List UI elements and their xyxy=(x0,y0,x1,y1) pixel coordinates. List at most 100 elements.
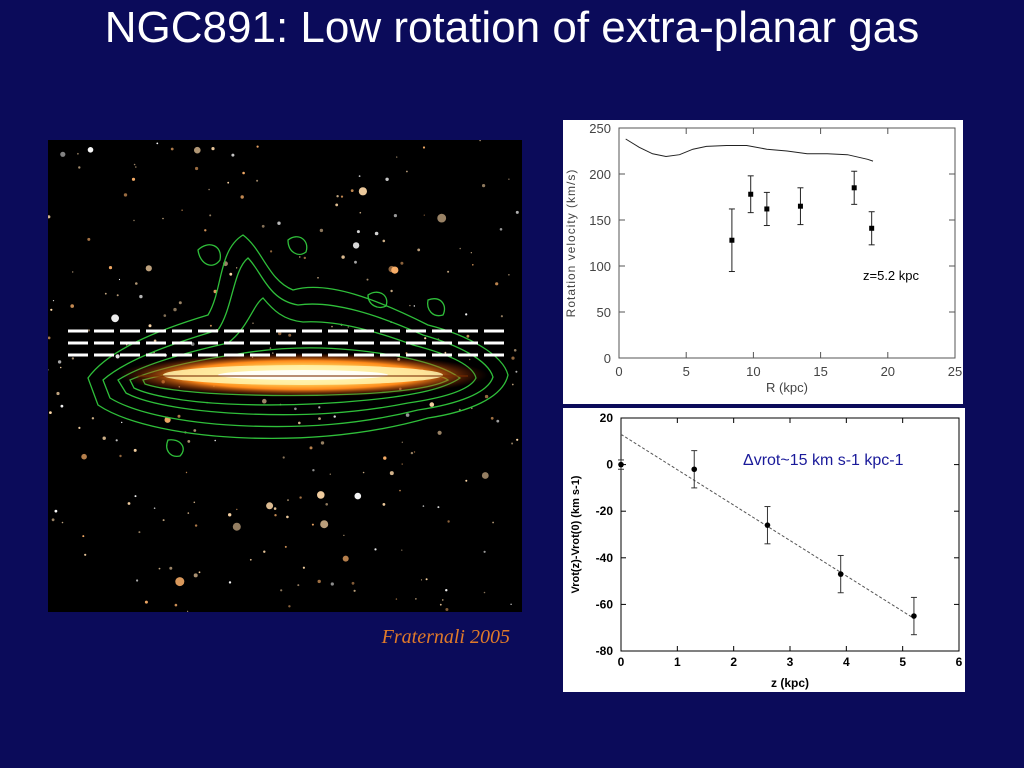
star xyxy=(47,369,49,371)
star xyxy=(444,351,447,354)
star xyxy=(342,555,349,562)
star xyxy=(256,145,259,148)
star xyxy=(54,509,58,513)
y-tick-label: 200 xyxy=(589,167,611,182)
data-point xyxy=(764,522,771,528)
star xyxy=(515,370,518,373)
star xyxy=(303,256,306,260)
star xyxy=(214,439,216,442)
star xyxy=(329,473,331,475)
star xyxy=(511,442,514,445)
star xyxy=(262,398,267,404)
star xyxy=(284,545,287,548)
star xyxy=(133,163,136,166)
star xyxy=(511,383,514,386)
star xyxy=(354,492,362,500)
star xyxy=(153,507,156,510)
star xyxy=(471,407,473,410)
star xyxy=(82,535,85,538)
star xyxy=(229,272,233,276)
star xyxy=(330,582,334,586)
star xyxy=(277,221,281,225)
x-tick-label: 1 xyxy=(674,655,681,669)
star xyxy=(389,471,394,476)
star xyxy=(249,558,252,561)
star xyxy=(134,495,137,498)
star xyxy=(366,278,369,281)
star xyxy=(442,599,444,601)
star xyxy=(178,301,182,305)
star xyxy=(60,404,64,408)
y-tick-label: 0 xyxy=(606,458,613,472)
star xyxy=(78,426,81,429)
star xyxy=(500,315,503,318)
star xyxy=(187,440,191,443)
star xyxy=(84,553,87,556)
star xyxy=(288,333,292,337)
star xyxy=(470,252,472,254)
star xyxy=(123,193,128,197)
star xyxy=(341,255,345,259)
star xyxy=(52,300,55,302)
star xyxy=(499,228,503,231)
y-axis-label: Vrot(z)-Vrot(0) (km s-1) xyxy=(570,475,582,593)
star xyxy=(139,294,143,299)
slide-title: NGC891: Low rotation of extra-planar gas xyxy=(104,3,920,52)
star xyxy=(47,336,51,340)
star xyxy=(228,581,232,584)
star xyxy=(135,166,137,168)
star xyxy=(288,605,291,608)
y-tick-label: -60 xyxy=(596,597,614,611)
star xyxy=(242,171,245,175)
galaxy-image xyxy=(47,139,522,612)
star xyxy=(422,146,426,149)
y-tick-label: 250 xyxy=(589,121,611,136)
star xyxy=(87,147,94,153)
y-tick-label: 50 xyxy=(597,305,611,320)
star xyxy=(424,337,427,340)
star xyxy=(317,579,321,584)
star xyxy=(193,573,198,578)
star xyxy=(415,598,417,600)
star xyxy=(447,520,450,523)
star xyxy=(294,407,297,411)
star xyxy=(173,307,177,312)
y-tick-label: 0 xyxy=(604,351,611,366)
star xyxy=(445,589,448,592)
star xyxy=(297,584,300,587)
star xyxy=(325,503,329,506)
star xyxy=(70,304,74,308)
star xyxy=(347,326,349,328)
star xyxy=(209,214,212,217)
star xyxy=(282,456,285,459)
star xyxy=(422,505,425,507)
star xyxy=(356,230,360,234)
star xyxy=(115,354,120,359)
star xyxy=(320,520,329,529)
x-tick-label: 6 xyxy=(956,655,963,669)
star xyxy=(266,502,274,510)
star xyxy=(331,325,333,328)
y-tick-label: 100 xyxy=(589,259,611,274)
star xyxy=(465,479,468,482)
star xyxy=(490,416,494,420)
star xyxy=(445,608,449,611)
star xyxy=(208,188,210,191)
star xyxy=(286,515,289,519)
star xyxy=(351,581,355,585)
star xyxy=(263,550,266,553)
star xyxy=(185,471,188,474)
data-point xyxy=(748,191,754,197)
plot-frame xyxy=(618,127,956,359)
star xyxy=(388,265,395,273)
star xyxy=(350,189,354,192)
star xyxy=(133,219,135,222)
star xyxy=(343,534,345,536)
star xyxy=(413,305,415,307)
star xyxy=(484,394,489,399)
star xyxy=(406,170,408,173)
star xyxy=(144,600,148,604)
star xyxy=(156,142,159,145)
y-tick-label: -20 xyxy=(596,504,614,518)
